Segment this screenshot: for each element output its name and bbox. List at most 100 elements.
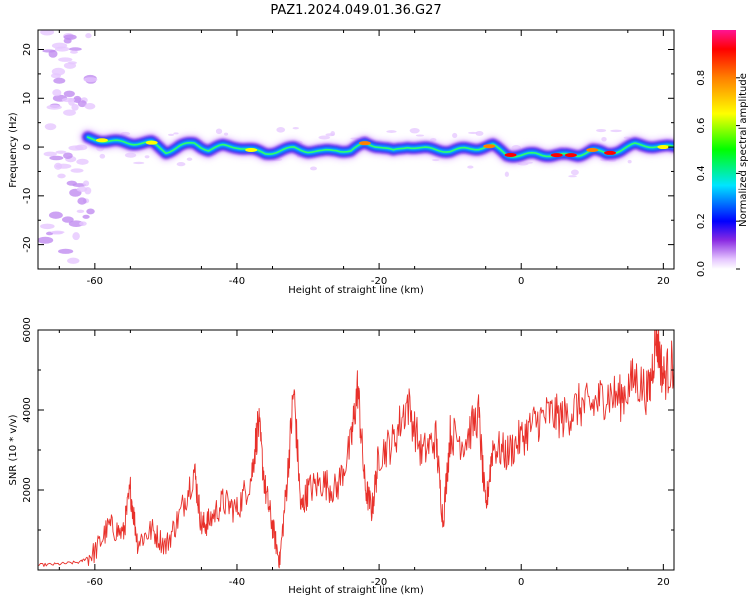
heatmap-noise-blob [77, 197, 87, 205]
heatmap-speckle [452, 132, 458, 139]
heatmap-speckle [215, 128, 223, 135]
heatmap-noise-blob [58, 57, 73, 62]
x-tick-label: -20 [371, 276, 387, 287]
colorbar: 0.0 0.2 0.4 0.6 0.8 Normalized spectral ampl… [696, 30, 749, 277]
heatmap-speckle [167, 133, 175, 136]
heatmap-hotspot [358, 141, 371, 146]
heatmap-speckle [223, 132, 229, 136]
snr-x-label: Height of straight line (km) [288, 585, 424, 596]
x-tick-label: 0 [518, 276, 524, 287]
heatmap-noise-blob [49, 155, 64, 161]
heatmap-noise-blob [86, 208, 95, 215]
colorbar-ticks: 0.0 0.2 0.4 0.6 0.8 [696, 70, 740, 277]
heatmap-speckle [330, 131, 336, 137]
heatmap-hotspot [504, 152, 517, 157]
heatmap-speckle [601, 136, 607, 142]
heatmap-hotspot [657, 145, 670, 150]
heatmap-noise-blob [67, 257, 80, 264]
heatmap-noise-blob [68, 47, 82, 51]
heatmap-noise-blob [85, 33, 92, 39]
y-tick-label: 2000 [22, 477, 33, 502]
y-tick-label: 4000 [22, 397, 33, 422]
heatmap-speckle [409, 127, 420, 134]
heatmap-noise-blob [38, 236, 54, 244]
heatmap-noise-blob [76, 209, 85, 214]
heatmap-noise-blob [82, 214, 90, 219]
colorbar-gradient [712, 30, 736, 269]
snr-y-ticks: 2000 4000 6000 [22, 317, 674, 531]
heatmap-noise-blob [71, 103, 79, 111]
heatmap-noise-blob [58, 248, 74, 254]
y-tick-label: 6000 [22, 317, 33, 342]
y-tick-label: -20 [22, 236, 33, 252]
spectrogram-y-label: Frequency (Hz) [8, 112, 19, 188]
heatmap-noise-blob [55, 150, 67, 154]
heatmap-noise-blob [61, 97, 75, 103]
heatmap-noise-blob [66, 180, 77, 186]
heatmap-noise-blob [63, 34, 77, 40]
y-tick-label: -10 [22, 188, 33, 204]
x-tick-label: -40 [229, 577, 245, 588]
snr-frame [37, 329, 675, 571]
heatmap-hotspot [145, 140, 158, 145]
heatmap-hotspot [564, 153, 577, 158]
heatmap-speckle [610, 129, 622, 133]
heatmap-speckle [467, 131, 478, 134]
spectrogram-heatmap [38, 30, 674, 264]
heatmap-noise-blob [67, 61, 77, 65]
heatmap-noise-blob [52, 89, 62, 97]
spectrogram-x-ticks: -60 -40 -20 0 20 [58, 30, 670, 287]
heatmap-speckle [386, 130, 397, 133]
heatmap-noise-blob [43, 151, 57, 157]
heatmap-speckle [475, 131, 484, 136]
heatmap-noise-blob [62, 216, 74, 223]
x-tick-label: -60 [87, 276, 103, 287]
heatmap-noise-blob [48, 211, 63, 219]
heatmap-speckle [292, 126, 299, 130]
colorbar-tick-label: 0.0 [696, 261, 707, 277]
heatmap-noise-blob [68, 145, 84, 151]
heatmap-noise-blob [79, 221, 87, 226]
heatmap-noise-blob [40, 30, 55, 36]
heatmap-speckle [415, 134, 425, 137]
colorbar-tick-label: 0.6 [696, 118, 707, 134]
heatmap-noise-blob [46, 104, 62, 110]
heatmap-noise-blob [51, 42, 68, 49]
heatmap-noise-blob [73, 95, 82, 104]
colorbar-tick-label: 0.8 [696, 70, 707, 86]
y-tick-label: 0 [22, 144, 33, 150]
heatmap-noise-blob [50, 230, 65, 234]
heatmap-noise-blob [84, 187, 92, 195]
colorbar-label: Normalized spectral amplitude [738, 73, 749, 227]
spectrogram-panel: -60 -40 -20 0 20 -20 -10 0 10 20 Height of strai… [8, 29, 675, 296]
x-tick-label: -60 [87, 577, 103, 588]
heatmap-speckle [124, 152, 137, 158]
heatmap-noise-blob [44, 123, 57, 131]
heatmap-speckle [570, 169, 579, 176]
heatmap-noise-blob [63, 90, 75, 98]
snr-x-ticks: -60 -40 -20 0 20 [58, 330, 670, 588]
heatmap-speckle [176, 161, 186, 167]
heatmap-speckle [596, 128, 607, 133]
heatmap-noise-blob [83, 180, 90, 187]
heatmap-hotspot [586, 147, 599, 152]
heatmap-hotspot [604, 150, 617, 155]
x-tick-label: 20 [657, 577, 670, 588]
heatmap-hotspot [550, 153, 563, 158]
heatmap-speckle [173, 132, 179, 135]
heatmap-speckle [627, 159, 632, 164]
heatmap-speckle [99, 153, 106, 159]
x-tick-label: 0 [518, 577, 524, 588]
colorbar-tick-label: 0.4 [696, 165, 707, 181]
heatmap-noise-blob [76, 158, 89, 165]
heatmap-noise-blob [70, 168, 84, 173]
heatmap-speckle [186, 157, 193, 161]
heatmap-noise-blob [53, 162, 63, 170]
heatmap-noise-blob [63, 109, 76, 116]
x-tick-label: -40 [229, 276, 245, 287]
y-tick-label: 20 [22, 43, 33, 56]
colorbar-tick-label: 0.2 [696, 213, 707, 229]
heatmap-speckle [318, 135, 331, 140]
heatmap-noise-blob [53, 77, 66, 84]
heatmap-noise-blob [51, 67, 66, 76]
